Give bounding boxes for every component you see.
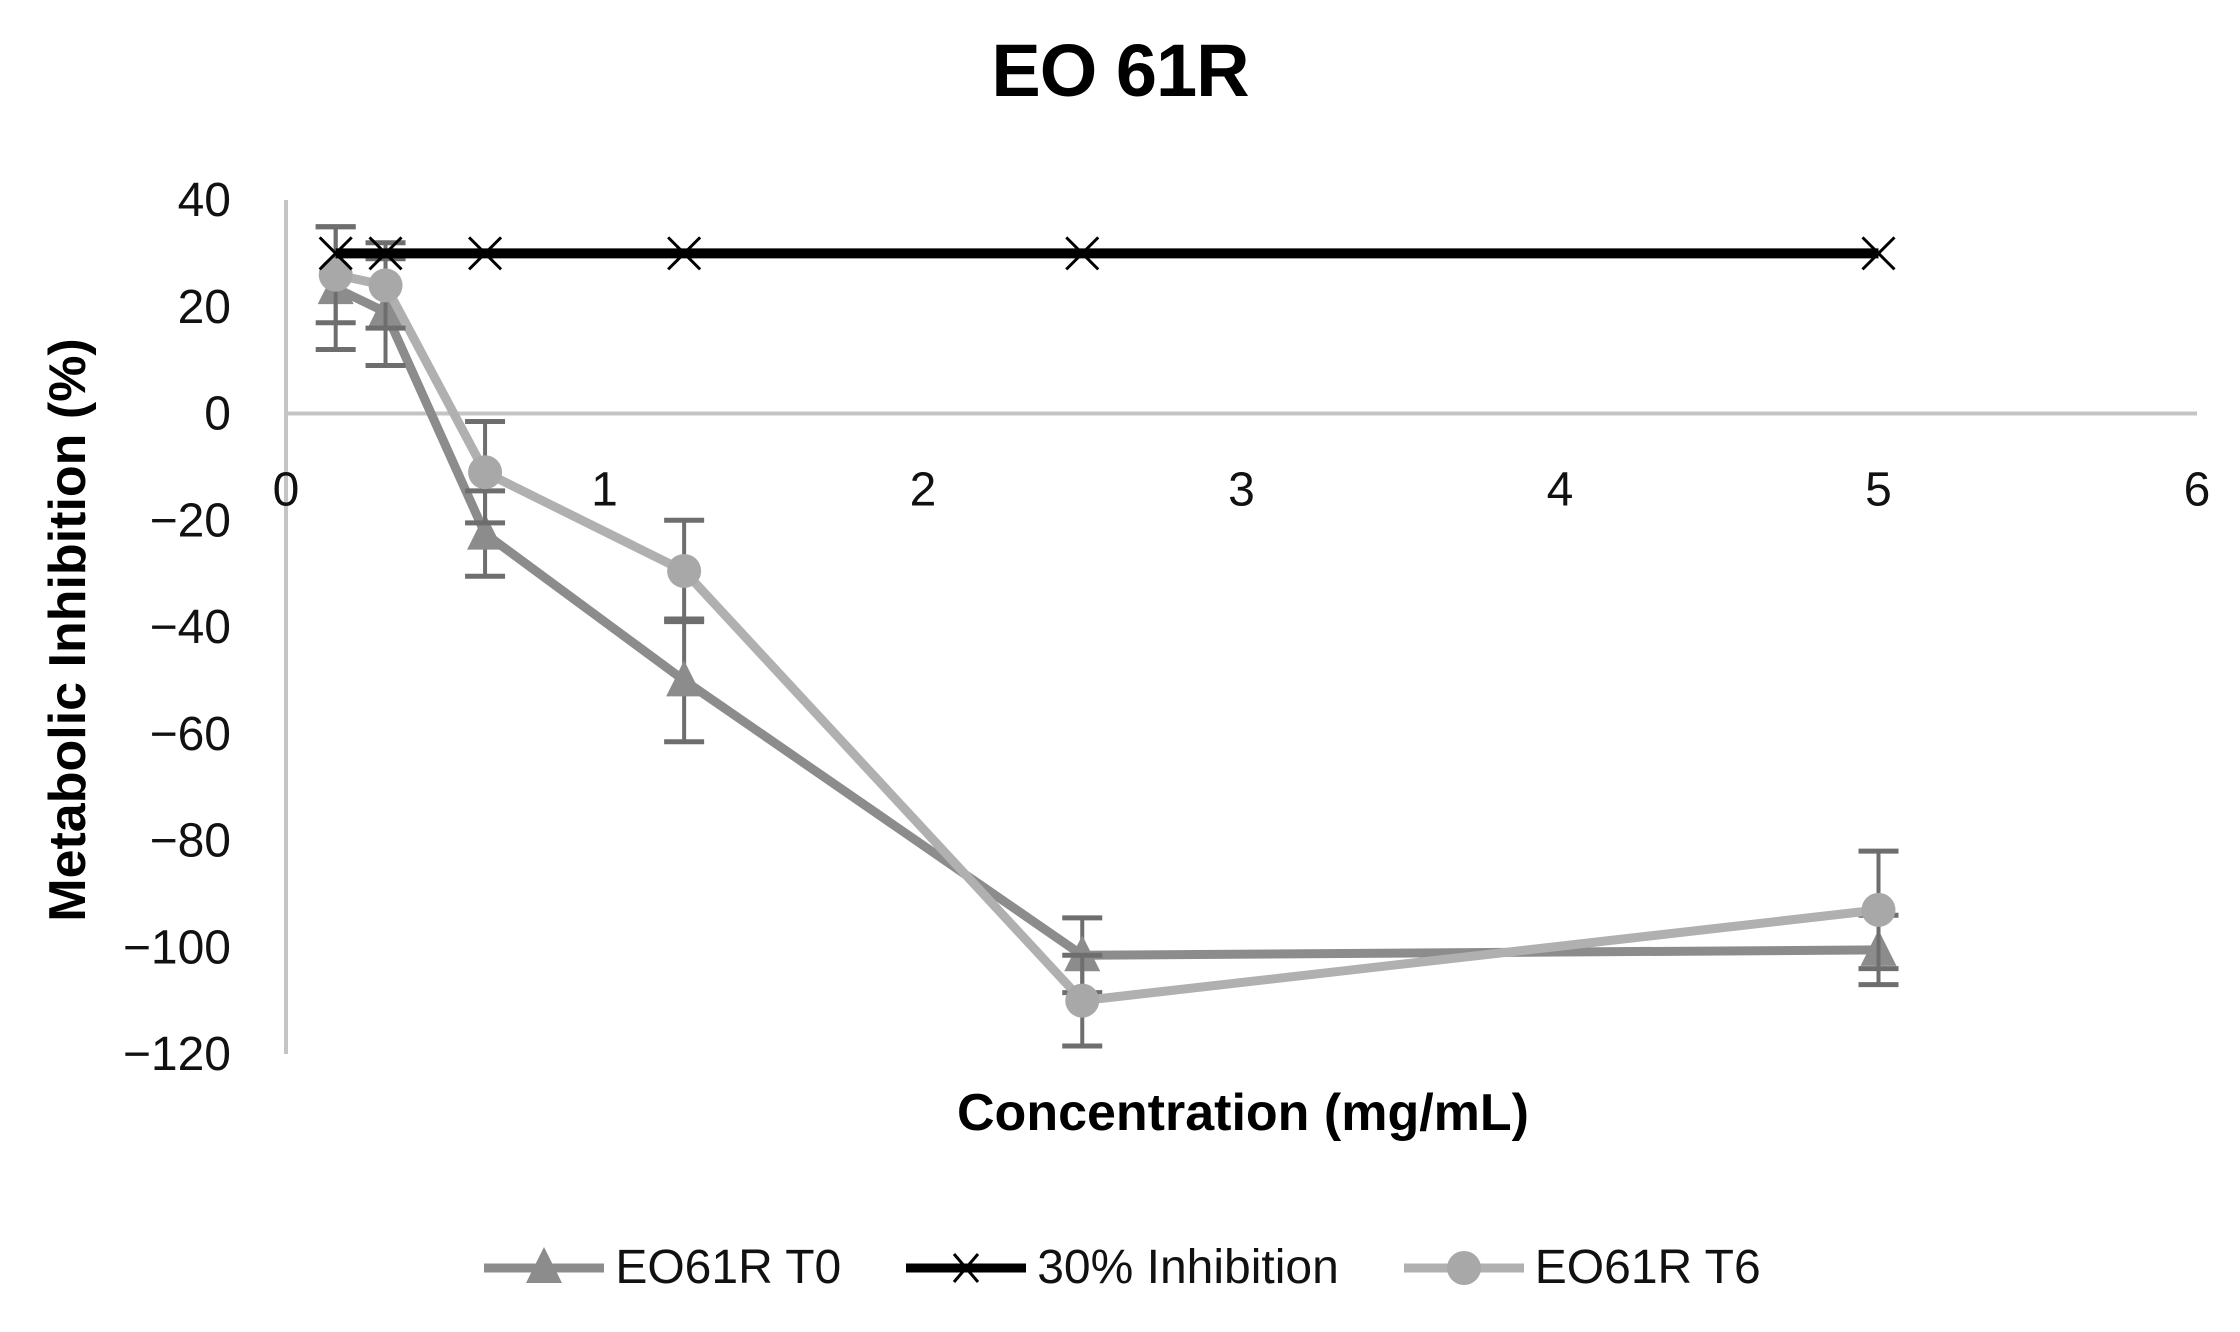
series-eo61r-t0 bbox=[315, 224, 1899, 996]
triangle-marker-icon bbox=[666, 660, 703, 697]
axes: 40 20 0 −20 −40 −60 −80 −100 −120 0 1 2 3 4 5 6 bbox=[123, 174, 2210, 1081]
circle-marker-icon bbox=[368, 268, 403, 303]
triangle-marker-icon bbox=[484, 1246, 605, 1283]
y-tick-label: −40 bbox=[150, 601, 231, 654]
y-tick-label: −100 bbox=[123, 921, 231, 974]
series-line bbox=[333, 284, 1879, 960]
x-marker-icon bbox=[318, 236, 353, 271]
legend-item-30pct[interactable]: 30% Inhibition bbox=[901, 1240, 1339, 1295]
plot-area: 40 20 0 −20 −40 −60 −80 −100 −120 0 1 2 3 4 5 6 Concent… bbox=[39, 174, 2210, 1142]
circle-marker-icon bbox=[1403, 1250, 1524, 1285]
x-marker-icon bbox=[368, 236, 403, 271]
circle-marker-icon bbox=[667, 553, 702, 588]
x-tick-label: 2 bbox=[910, 464, 937, 517]
x-marker-icon bbox=[906, 1252, 1027, 1283]
x-tick-label: 0 bbox=[273, 464, 300, 517]
y-tick-label: 40 bbox=[178, 174, 231, 227]
legend-item-t6[interactable]: EO61R T6 bbox=[1399, 1240, 1761, 1295]
series-30-inhibition bbox=[318, 236, 1896, 271]
legend-label: EO61R T6 bbox=[1534, 1241, 1761, 1294]
circle-marker-icon bbox=[318, 257, 353, 292]
x-marker-icon bbox=[468, 236, 503, 271]
chart-title: EO 61R bbox=[991, 29, 1249, 112]
x-tick-label: 4 bbox=[1547, 464, 1574, 517]
circle-marker-icon bbox=[1065, 983, 1100, 1018]
x-marker-icon bbox=[1065, 236, 1100, 271]
series-line bbox=[334, 270, 1880, 1006]
x-axis-label: Concentration (mg/mL) bbox=[957, 1084, 1529, 1142]
circle-marker-icon bbox=[1861, 892, 1896, 927]
legend-item-t0[interactable]: EO61R T0 bbox=[479, 1240, 841, 1295]
x-tick-label: 5 bbox=[1865, 464, 1892, 517]
series-layer bbox=[315, 224, 1899, 1049]
y-tick-label: −20 bbox=[150, 494, 231, 547]
x-marker-icon bbox=[667, 236, 702, 271]
series-eo61r-t6 bbox=[315, 224, 1899, 1049]
y-tick-label: 0 bbox=[204, 388, 231, 441]
y-tick-label: −60 bbox=[150, 708, 231, 761]
x-tick-label: 3 bbox=[1228, 464, 1255, 517]
legend-label: EO61R T0 bbox=[615, 1241, 842, 1294]
y-tick-label: −120 bbox=[123, 1028, 231, 1081]
y-tick-label: −80 bbox=[150, 815, 231, 868]
legend: EO61R T0 30% Inhibition EO61R T6 bbox=[0, 1240, 2240, 1295]
y-axis-label: Metabolic Inhibition (%) bbox=[39, 338, 97, 922]
x-tick-label: 6 bbox=[2184, 464, 2211, 517]
x-marker-icon bbox=[1861, 236, 1896, 271]
circle-marker-icon bbox=[468, 455, 503, 490]
y-tick-label: 20 bbox=[178, 281, 231, 334]
legend-label: 30% Inhibition bbox=[1037, 1241, 1339, 1294]
triangle-marker-icon bbox=[467, 513, 504, 550]
x-tick-label: 1 bbox=[591, 464, 618, 517]
